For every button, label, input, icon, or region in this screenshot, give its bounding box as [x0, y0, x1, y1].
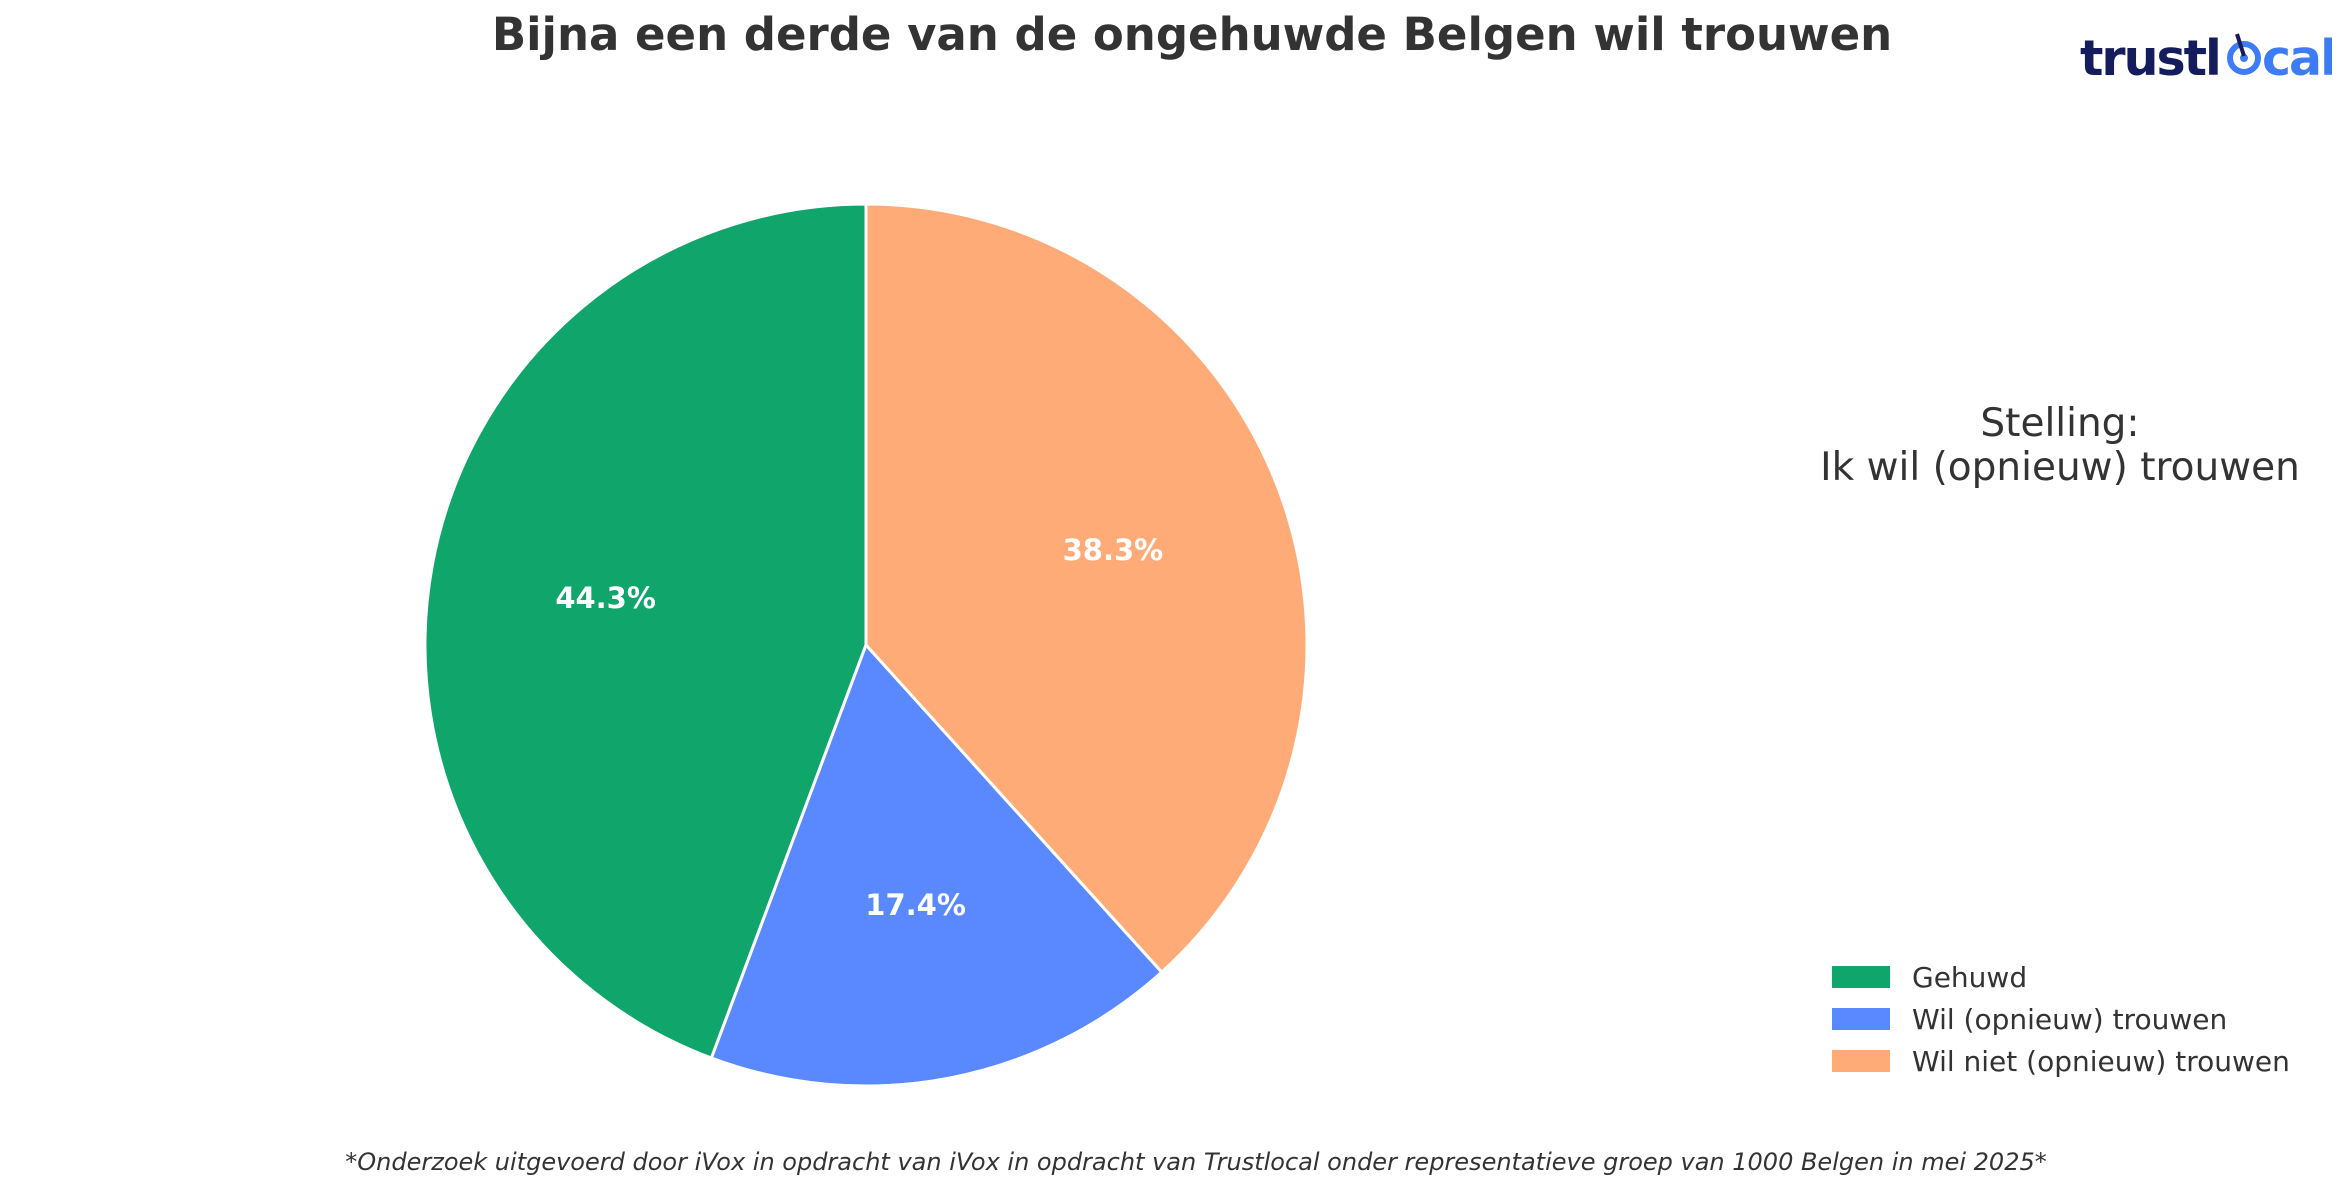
footnote: *Onderzoek uitgevoerd door iVox in opdra…	[345, 1148, 2047, 1176]
pie-slice-2	[864, 202, 1309, 974]
pie-slice-1	[709, 643, 1164, 1088]
slice-value-label-0: 44.3%	[555, 581, 656, 615]
trustlocal-logo: trustl cal	[2080, 30, 2332, 87]
legend-swatch	[1832, 966, 1890, 988]
legend-item-1: Wil (opnieuw) trouwen	[1832, 998, 2290, 1040]
statement-heading: Stelling:	[1980, 401, 2140, 446]
legend-item-2: Wil niet (opnieuw) trouwen	[1832, 1040, 2290, 1082]
svg-text:cal: cal	[2262, 30, 2332, 87]
target-icon	[2227, 33, 2261, 75]
legend-swatch	[1832, 1008, 1890, 1030]
slice-value-label-1: 17.4%	[865, 888, 966, 922]
statement-body: Ik wil (opnieuw) trouwen	[1820, 445, 2300, 490]
legend-label: Wil niet (opnieuw) trouwen	[1912, 1044, 2290, 1078]
svg-text:trustl: trustl	[2080, 30, 2220, 87]
slice-value-label-2: 38.3%	[1063, 533, 1164, 567]
chart-legend: Gehuwd Wil (opnieuw) trouwen Wil niet (opn…	[1832, 956, 2290, 1082]
statement-text: Stelling: Ik wil (opnieuw) trouwen	[1790, 402, 2330, 490]
legend-label: Wil (opnieuw) trouwen	[1912, 1002, 2228, 1036]
legend-swatch	[1832, 1050, 1890, 1072]
chart-title: Bijna een derde van de ongehuwde Belgen …	[491, 8, 1893, 61]
legend-label: Gehuwd	[1912, 960, 2028, 994]
pie-slice-0	[423, 202, 868, 1060]
legend-item-0: Gehuwd	[1832, 956, 2290, 998]
